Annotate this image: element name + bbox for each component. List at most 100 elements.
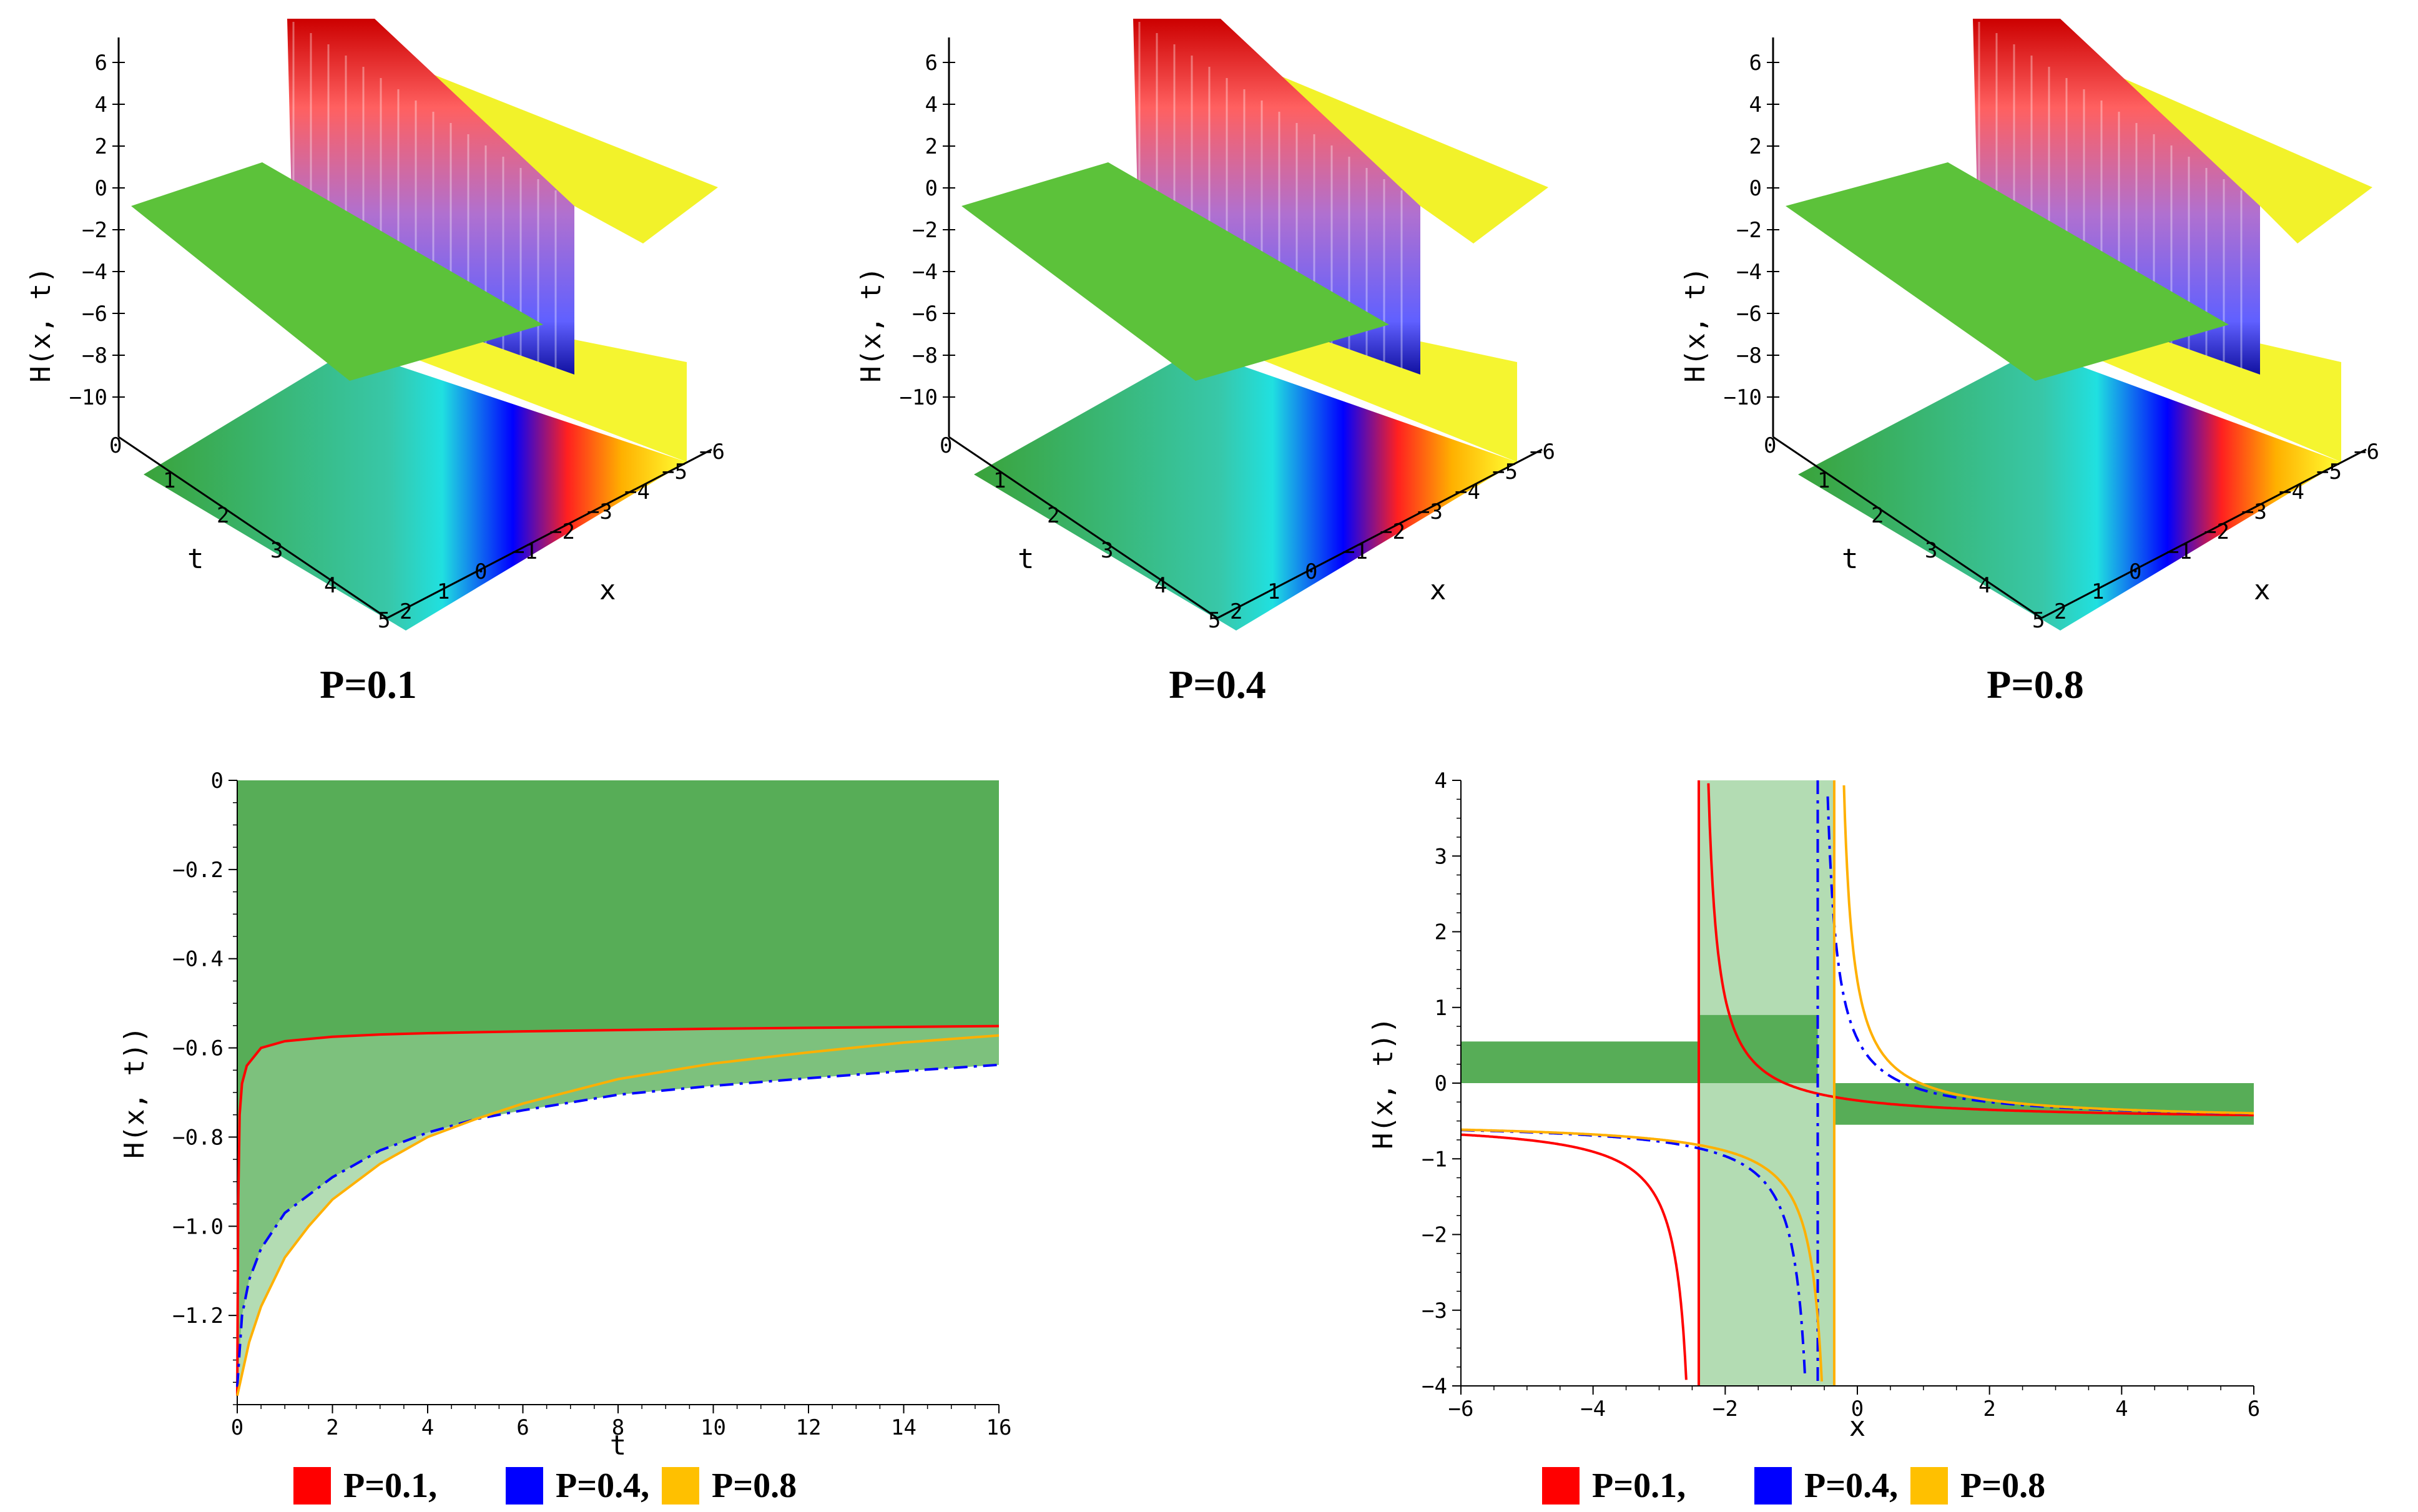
- x-tick-label: −2: [1380, 519, 1405, 544]
- contour-plane: [1798, 350, 2341, 631]
- z-tick-label: −10: [1724, 385, 1762, 410]
- x-tick-label: −4: [1455, 479, 1480, 504]
- x-tick-label: 1: [437, 579, 450, 604]
- t-axis-title: t: [187, 543, 204, 575]
- x-tick-label: 2: [2054, 599, 2067, 624]
- fill-mid-region: [1699, 1014, 1818, 1083]
- legend-label: P=0.8: [1960, 1466, 2045, 1505]
- y-tick-label: −0.6: [172, 1036, 224, 1061]
- t-tick-label: 0: [109, 433, 122, 458]
- x-tick-label: −5: [662, 459, 687, 484]
- t-axis: [1772, 436, 2042, 619]
- z-axis-title: H(x, t): [25, 267, 57, 382]
- x-tick-label: 12: [796, 1415, 822, 1440]
- x-tick-label: −5: [2316, 459, 2342, 484]
- x-tick-label: −1: [512, 539, 538, 564]
- t-tick-label: 2: [217, 503, 229, 528]
- legend-label: P=0.4,: [556, 1466, 649, 1505]
- legend-swatch: [506, 1467, 543, 1505]
- t-tick-label: 4: [1154, 573, 1167, 598]
- t-tick-label: 3: [270, 538, 283, 563]
- y-tick-label: 3: [1435, 844, 1447, 869]
- series-branch-P=0.8: [1461, 1128, 1823, 1382]
- series-branch-P=0.1: [1707, 783, 2254, 1117]
- surface-plot-p01: 6420−2−4−6−8−10012345−6−5−4−3−2−1012H(x,…: [25, 19, 725, 633]
- x-tick-label: −2: [549, 519, 575, 544]
- y-tick-label: −1.0: [172, 1214, 224, 1239]
- z-tick-label: 0: [1749, 176, 1762, 201]
- z-tick-label: 2: [925, 134, 938, 159]
- series-branch-P=0.8: [1842, 785, 2254, 1115]
- legend-swatch: [1754, 1467, 1792, 1505]
- legend-swatch: [293, 1467, 331, 1505]
- caption-p04: P=0.4: [1169, 662, 1266, 707]
- x-tick-label: −4: [2279, 479, 2304, 504]
- z-tick-label: 0: [925, 176, 938, 201]
- lower-surface: [1786, 162, 2229, 381]
- x-tick-label: 2: [400, 599, 412, 624]
- x-tick-label: 4: [2115, 1397, 2128, 1421]
- y-tick-label: 0: [1435, 1071, 1447, 1096]
- x-tick-label: −2: [2204, 519, 2229, 544]
- y-tick-label: −0.8: [172, 1125, 224, 1150]
- t-tick-label: 5: [1208, 608, 1221, 633]
- t-tick-label: 2: [1871, 503, 1884, 528]
- y-tick-label: −0.2: [172, 858, 224, 883]
- t-axis: [118, 436, 388, 619]
- t-tick-label: 3: [1925, 538, 1937, 563]
- x-tick-label: −6: [2354, 439, 2379, 464]
- z-tick-label: −2: [912, 218, 938, 243]
- y-tick-label: 1: [1435, 996, 1447, 1021]
- t-tick-label: 1: [1817, 468, 1830, 493]
- x-tick-label: −4: [1580, 1397, 1606, 1421]
- x-tick-label: 1: [1267, 579, 1280, 604]
- z-axis-title: H(x, t): [1679, 267, 1711, 382]
- z-tick-label: −8: [912, 343, 938, 368]
- x-axis: [386, 448, 712, 619]
- x-tick-label: 16: [986, 1415, 1012, 1440]
- x-tick-label: 2: [1983, 1397, 1995, 1421]
- z-tick-label: 4: [1749, 92, 1762, 117]
- x-axis: [2041, 448, 2367, 619]
- y-tick-label: −2: [1422, 1223, 1447, 1248]
- x-tick-label: −3: [2241, 499, 2267, 524]
- z-tick-label: −6: [912, 302, 938, 326]
- x-tick-label: 1: [2091, 579, 2104, 604]
- z-tick-label: 6: [95, 51, 107, 76]
- x-axis-title: x: [1430, 574, 1447, 606]
- z-tick-label: 4: [95, 92, 107, 117]
- z-tick-label: −4: [1736, 260, 1762, 285]
- t-tick-label: 3: [1101, 538, 1113, 563]
- x-tick-label: −1: [1342, 539, 1368, 564]
- x-tick-label: 2: [326, 1415, 338, 1440]
- z-tick-label: 6: [1749, 51, 1762, 76]
- t-tick-label: 4: [324, 573, 337, 598]
- legend-swatch: [1542, 1467, 1580, 1505]
- x-tick-label: 4: [421, 1415, 434, 1440]
- z-tick-label: 6: [925, 51, 938, 76]
- legend-label: P=0.4,: [1804, 1466, 1898, 1505]
- x-tick-label: 0: [1851, 1397, 1864, 1421]
- series-line-P=0.1: [236, 1024, 1000, 1396]
- x-tick-label: −2: [1713, 1397, 1738, 1421]
- line-plot-vs-t: 0 2 4 6 8 10 12 14 16 0 −0.2 −0.4 −0.6 −0.8 −1.0 −1.2 t H…: [119, 768, 1012, 1505]
- y-tick-label: −1: [1422, 1147, 1447, 1172]
- z-tick-label: −4: [912, 260, 938, 285]
- y-tick-label: −1.2: [172, 1303, 224, 1328]
- x-tick-label: 6: [2248, 1397, 2260, 1421]
- z-tick-label: −10: [900, 385, 938, 410]
- y-tick-label: 4: [1435, 768, 1447, 793]
- lower-surface: [131, 162, 543, 381]
- x-tick-label: 0: [474, 559, 487, 584]
- contour-plane: [144, 350, 687, 631]
- legend-label: P=0.1,: [1592, 1466, 1686, 1505]
- t-tick-label: 2: [1047, 503, 1059, 528]
- x-tick-label: −3: [587, 499, 612, 524]
- t-axis: [948, 436, 1218, 619]
- y-tick-label: −0.4: [172, 947, 224, 972]
- x-tick-label: 14: [891, 1415, 917, 1440]
- z-tick-label: −2: [82, 218, 107, 243]
- x-tick-label: 0: [231, 1415, 243, 1440]
- x-tick-label: 0: [2129, 559, 2141, 584]
